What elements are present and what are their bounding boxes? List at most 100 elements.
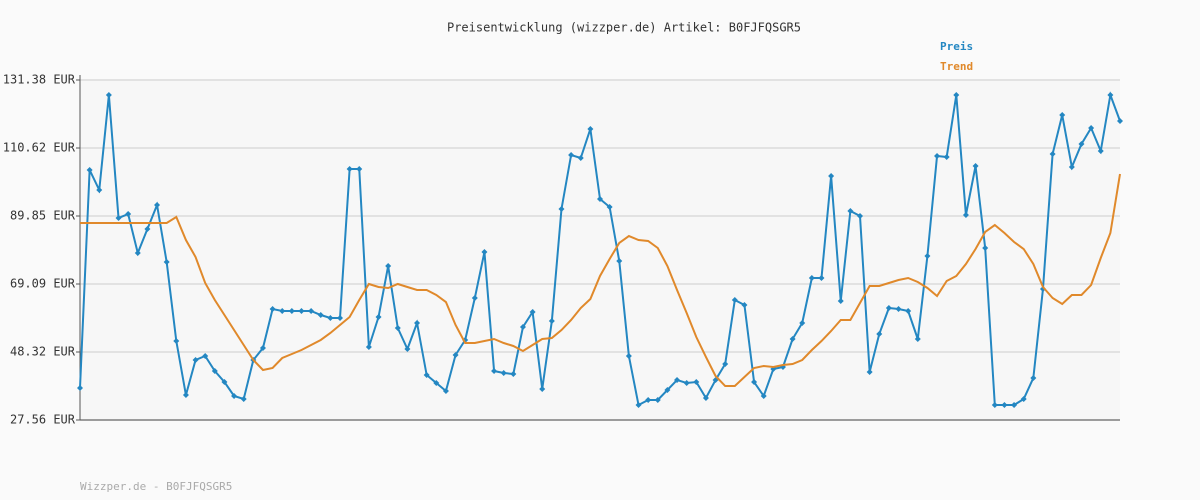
point-marker bbox=[433, 379, 440, 386]
point-marker bbox=[1030, 375, 1037, 382]
point-marker bbox=[1068, 164, 1075, 171]
point-marker bbox=[182, 392, 189, 399]
point-marker bbox=[751, 379, 758, 386]
point-marker bbox=[693, 379, 700, 386]
point-marker bbox=[288, 308, 295, 315]
point-marker bbox=[683, 379, 690, 386]
y-tick-label: 89.85 EUR bbox=[10, 209, 76, 223]
point-marker bbox=[953, 91, 960, 98]
y-tick-label: 131.38 EUR bbox=[3, 73, 76, 87]
point-marker bbox=[202, 353, 209, 360]
chart-title: Preisentwicklung (wizzper.de) Artikel: B… bbox=[447, 21, 801, 35]
point-marker bbox=[741, 301, 748, 308]
point-marker bbox=[924, 252, 931, 259]
point-marker bbox=[654, 396, 661, 403]
point-marker bbox=[77, 385, 83, 392]
point-marker bbox=[154, 202, 161, 209]
point-marker bbox=[192, 357, 199, 364]
point-marker bbox=[259, 344, 266, 351]
point-marker bbox=[857, 213, 863, 220]
point-marker bbox=[1049, 151, 1056, 158]
point-marker bbox=[404, 346, 411, 353]
point-marker bbox=[972, 162, 979, 169]
point-marker bbox=[221, 379, 228, 386]
point-marker bbox=[587, 125, 594, 132]
point-marker bbox=[519, 323, 526, 330]
point-marker bbox=[308, 308, 315, 315]
point-marker bbox=[144, 226, 151, 233]
point-marker bbox=[510, 370, 517, 377]
point-marker bbox=[471, 295, 478, 302]
point-marker bbox=[577, 155, 584, 162]
point-marker bbox=[625, 353, 632, 360]
legend-label: Trend bbox=[940, 60, 973, 73]
point-marker bbox=[789, 336, 796, 343]
point-marker bbox=[1078, 140, 1085, 147]
point-marker bbox=[962, 211, 969, 218]
point-marker bbox=[279, 308, 286, 315]
point-marker bbox=[491, 368, 498, 375]
point-marker bbox=[876, 331, 883, 338]
point-marker bbox=[163, 258, 170, 265]
point-marker bbox=[317, 312, 324, 319]
point-marker bbox=[1117, 118, 1123, 125]
line-trend bbox=[80, 173, 1121, 388]
point-marker bbox=[635, 402, 642, 409]
point-marker bbox=[568, 151, 575, 158]
point-marker bbox=[394, 325, 401, 332]
point-marker bbox=[616, 258, 623, 265]
point-marker bbox=[423, 372, 430, 379]
point-marker bbox=[731, 297, 738, 304]
point-marker bbox=[529, 308, 536, 315]
point-marker bbox=[356, 166, 363, 173]
point-marker bbox=[442, 387, 449, 394]
point-marker bbox=[539, 385, 546, 392]
point-marker bbox=[895, 306, 902, 313]
point-marker bbox=[298, 308, 305, 315]
point-marker bbox=[1001, 402, 1008, 409]
point-marker bbox=[375, 314, 382, 321]
point-marker bbox=[365, 344, 372, 351]
point-marker bbox=[760, 392, 767, 399]
point-marker bbox=[982, 245, 989, 252]
point-marker bbox=[645, 396, 652, 403]
point-marker bbox=[847, 207, 854, 214]
point-marker bbox=[885, 304, 892, 311]
point-marker bbox=[558, 205, 565, 212]
point-marker bbox=[664, 387, 671, 394]
point-marker bbox=[799, 319, 806, 326]
point-marker bbox=[1097, 147, 1104, 154]
point-marker bbox=[828, 172, 835, 179]
point-marker bbox=[1020, 396, 1027, 403]
point-marker bbox=[1011, 402, 1018, 409]
point-marker bbox=[722, 360, 729, 367]
point-marker bbox=[1059, 112, 1066, 119]
footer: Wizzper.de - B0FJFQSGR5 bbox=[80, 480, 232, 493]
point-marker bbox=[702, 394, 709, 401]
point-marker bbox=[943, 153, 950, 160]
point-marker bbox=[125, 211, 132, 218]
point-marker bbox=[115, 215, 122, 222]
point-marker bbox=[337, 314, 343, 321]
point-marker bbox=[96, 187, 103, 194]
point-marker bbox=[1088, 125, 1095, 132]
point-marker bbox=[500, 370, 507, 377]
point-marker bbox=[914, 336, 921, 343]
point-marker bbox=[240, 396, 247, 403]
point-marker bbox=[452, 351, 459, 358]
point-marker bbox=[173, 338, 180, 345]
point-marker bbox=[597, 196, 603, 203]
point-marker bbox=[548, 317, 555, 324]
legend-label: Preis bbox=[940, 40, 973, 53]
y-tick-label: 110.62 EUR bbox=[3, 140, 76, 154]
point-marker bbox=[1107, 91, 1114, 98]
y-tick-label: 69.09 EUR bbox=[10, 276, 76, 290]
point-marker bbox=[818, 275, 825, 282]
y-tick-label: 27.56 EUR bbox=[10, 413, 76, 427]
point-marker bbox=[866, 368, 873, 375]
point-marker bbox=[346, 166, 353, 173]
point-marker bbox=[674, 377, 681, 384]
point-marker bbox=[211, 368, 218, 375]
